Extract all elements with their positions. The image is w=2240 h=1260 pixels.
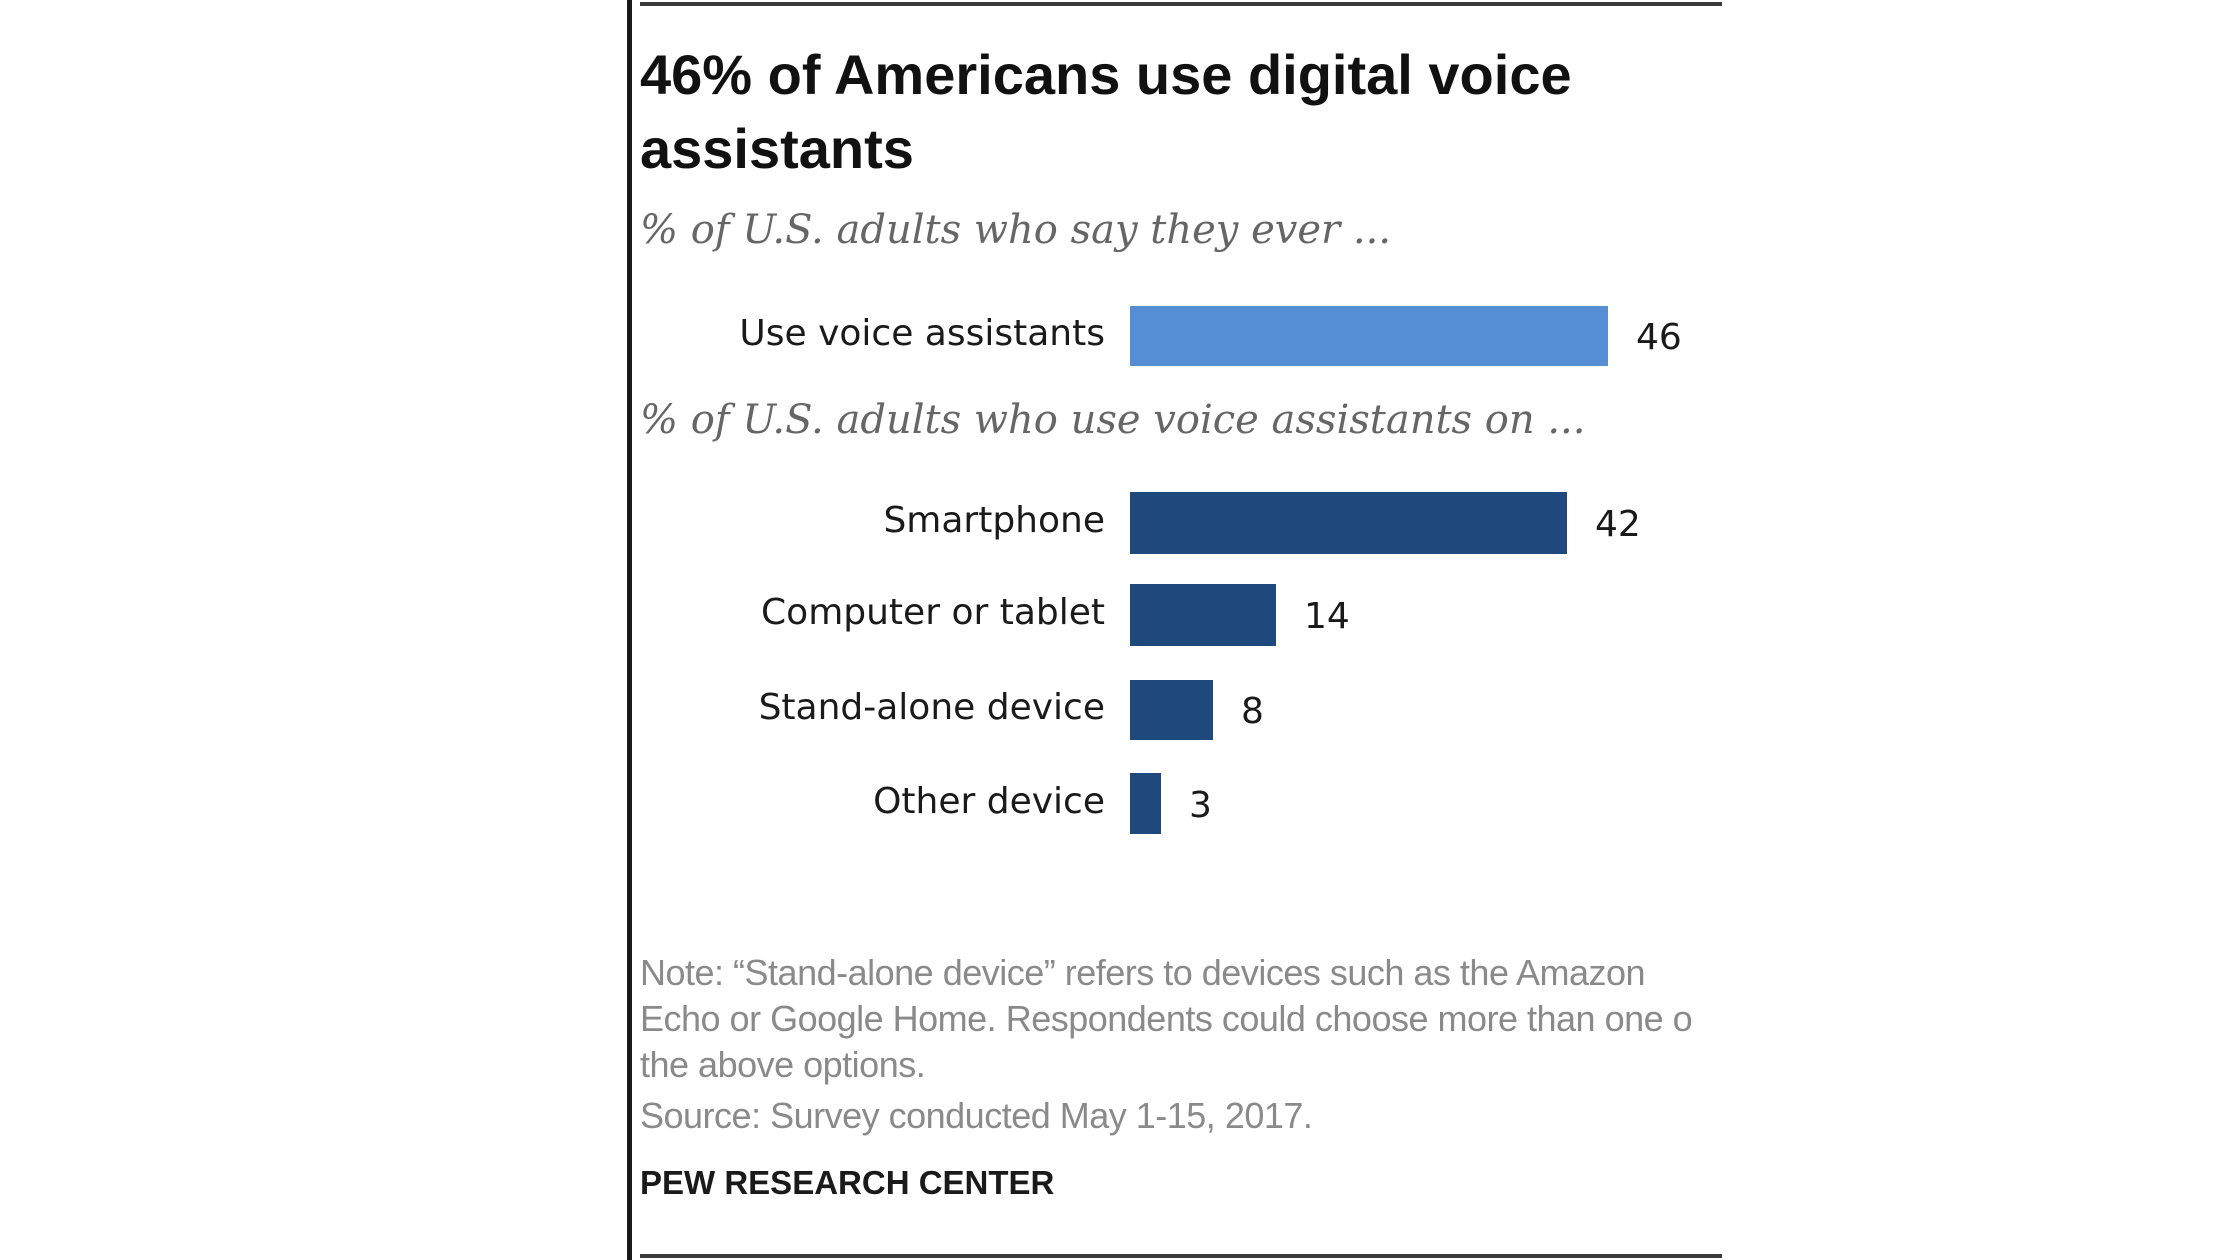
value-label-stand-alone-device: 8	[1241, 691, 1264, 732]
value-label-computer-or-tablet: 14	[1304, 596, 1350, 637]
chart-source: Source: Survey conducted May 1-15, 2017.	[640, 1095, 1313, 1136]
bar-stand-alone-device	[1130, 680, 1213, 740]
bar-computer-or-tablet	[1130, 584, 1276, 646]
category-label-other-device: Other device	[873, 780, 1105, 822]
brand-name: PEW RESEARCH CENTER	[640, 1164, 1055, 1201]
value-label-smartphone: 42	[1595, 504, 1641, 545]
category-label-stand-alone-device: Stand-alone device	[758, 687, 1105, 728]
category-label-computer-or-tablet: Computer or tablet	[761, 592, 1105, 633]
bar-smartphone	[1130, 492, 1567, 554]
chart-note: Note: “Stand-alone device” refers to dev…	[640, 952, 1693, 1085]
value-label-other-device: 3	[1189, 784, 1212, 826]
value-label-use-voice-assistants: 46	[1636, 317, 1682, 358]
left-border-rule	[627, 0, 632, 1260]
subtitle-overall: % of U.S. adults who say they ever ...	[640, 207, 1392, 253]
chart-title: 46% of Americans use digital voice assis…	[640, 43, 1572, 180]
top-border-rule	[640, 2, 1722, 6]
bar-other-device	[1130, 773, 1161, 834]
category-label-use-voice-assistants: Use voice assistants	[739, 313, 1105, 354]
bar-use-voice-assistants	[1130, 306, 1608, 366]
category-label-smartphone: Smartphone	[883, 500, 1105, 541]
bottom-border-rule	[640, 1254, 1722, 1258]
subtitle-devices: % of U.S. adults who use voice assistant…	[640, 397, 1586, 443]
